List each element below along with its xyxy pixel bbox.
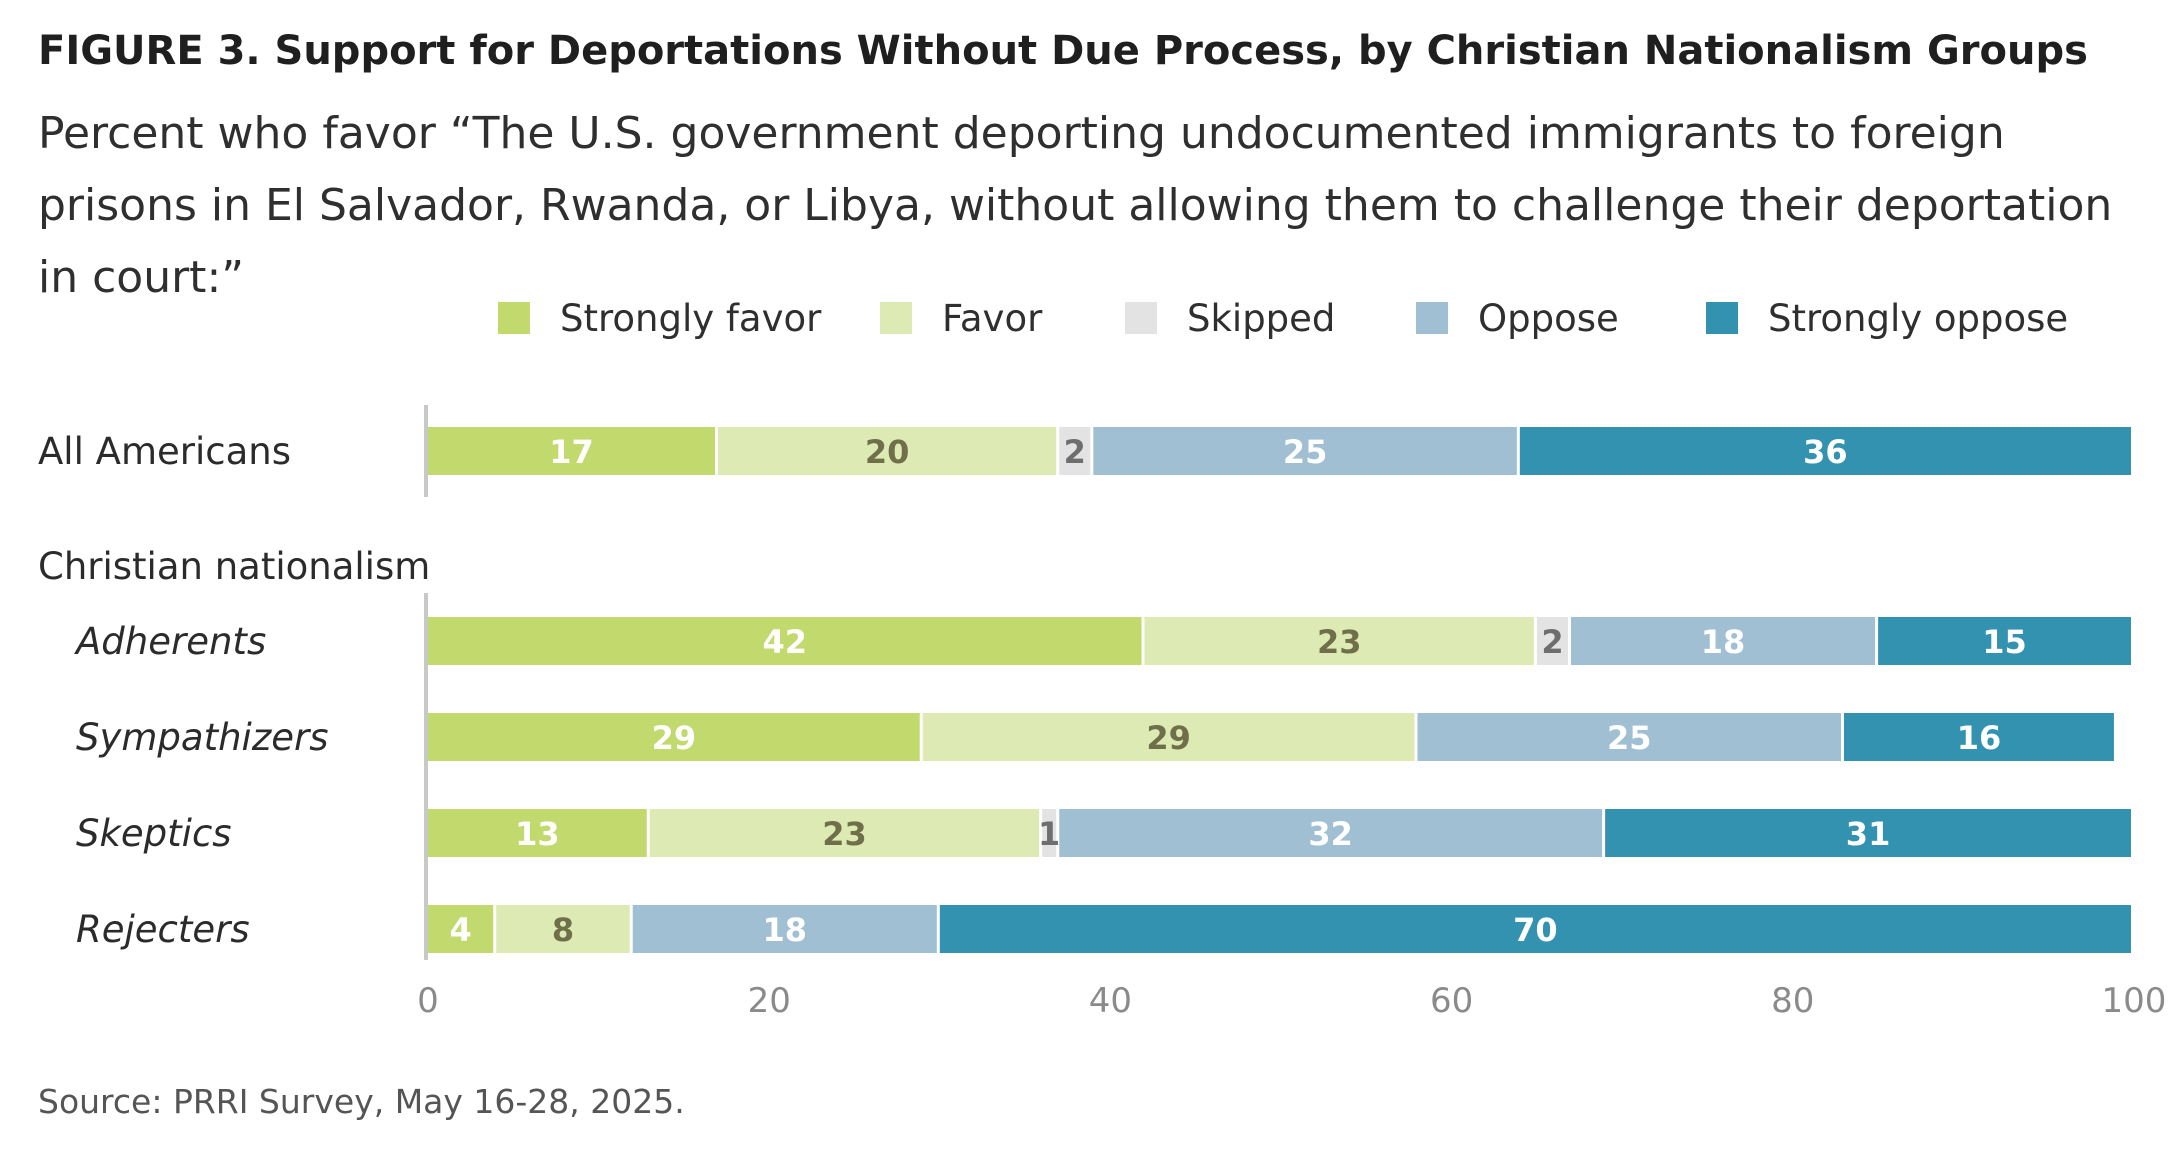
data-label-adherents-oppose: 18 <box>1701 623 1746 661</box>
data-label-rejecters-strongly-favor: 4 <box>449 911 471 949</box>
x-tick-label-0: 0 <box>417 981 439 1021</box>
bar-skeptics-oppose <box>1059 809 1603 857</box>
data-label-sympathizers-oppose: 25 <box>1607 719 1652 757</box>
bar-sympathizers-oppose <box>1417 713 1841 761</box>
data-label-adherents-favor: 23 <box>1317 623 1362 661</box>
data-label-skeptics-favor: 23 <box>822 815 867 853</box>
legend-swatch-oppose <box>1416 302 1448 334</box>
data-label-all-americans-oppose: 25 <box>1283 433 1328 471</box>
data-label-all-americans-favor: 20 <box>865 433 910 471</box>
data-label-all-americans-skipped: 2 <box>1064 433 1086 471</box>
data-label-adherents-skipped: 2 <box>1541 623 1563 661</box>
bar-adherents-favor <box>1144 617 1534 665</box>
source-note: Source: PRRI Survey, May 16-28, 2025. <box>38 1082 685 1121</box>
data-label-adherents-strongly-favor: 42 <box>762 623 807 661</box>
category-label-all-americans: All Americans <box>38 430 291 473</box>
bar-rejecters-strongly-oppose <box>939 905 2131 953</box>
category-label-adherents: Adherents <box>74 620 266 663</box>
legend-swatch-strongly-oppose <box>1706 302 1738 334</box>
bar-adherents-strongly-favor <box>428 617 1142 665</box>
bar-sympathizers-strongly-oppose <box>1843 713 2114 761</box>
data-label-sympathizers-strongly-favor: 29 <box>652 719 697 757</box>
data-label-skeptics-oppose: 32 <box>1308 815 1353 853</box>
bar-skeptics-favor <box>649 809 1040 857</box>
bar-adherents-skipped <box>1536 617 1569 665</box>
data-label-sympathizers-strongly-oppose: 16 <box>1957 719 2002 757</box>
bar-rejecters-oppose <box>632 905 937 953</box>
x-tick-label-100: 100 <box>2102 981 2167 1021</box>
bar-all-americans-strongly-favor <box>428 427 716 475</box>
bar-adherents-strongly-oppose <box>1878 617 2131 665</box>
data-label-adherents-strongly-oppose: 15 <box>1982 623 2027 661</box>
x-tick-label-40: 40 <box>1089 981 1132 1021</box>
legend-swatch-favor <box>880 302 912 334</box>
bar-sympathizers-strongly-favor <box>428 713 920 761</box>
data-label-skeptics-strongly-favor: 13 <box>515 815 560 853</box>
legend-label-strongly-favor: Strongly favor <box>560 297 822 340</box>
data-label-rejecters-favor: 8 <box>552 911 574 949</box>
data-label-all-americans-strongly-favor: 17 <box>549 433 594 471</box>
data-label-rejecters-oppose: 18 <box>762 911 807 949</box>
data-label-rejecters-strongly-oppose: 70 <box>1513 911 1558 949</box>
bar-all-americans-strongly-oppose <box>1519 427 2131 475</box>
bar-skeptics-skipped <box>1042 809 1057 857</box>
bar-skeptics-strongly-favor <box>428 809 647 857</box>
bar-rejecters-favor <box>496 905 630 953</box>
x-tick-label-20: 20 <box>748 981 791 1021</box>
bar-rejecters-strongly-favor <box>428 905 494 953</box>
category-label-skeptics: Skeptics <box>76 812 232 855</box>
x-tick-label-80: 80 <box>1771 981 1814 1021</box>
chart-subtitle: Percent who favor “The U.S. government d… <box>38 108 2113 303</box>
group-label-christian-nationalism: Christian nationalism <box>38 545 430 588</box>
legend-swatch-skipped <box>1125 302 1157 334</box>
category-label-sympathizers: Sympathizers <box>76 716 329 759</box>
bar-sympathizers-favor <box>922 713 1415 761</box>
data-label-skeptics-strongly-oppose: 31 <box>1846 815 1891 853</box>
legend-label-favor: Favor <box>942 297 1043 340</box>
legend-label-skipped: Skipped <box>1187 297 1335 340</box>
bar-all-americans-favor <box>718 427 1057 475</box>
legend-swatch-strongly-favor <box>498 302 530 334</box>
bar-skeptics-strongly-oppose <box>1605 809 2131 857</box>
legend-label-oppose: Oppose <box>1478 297 1619 340</box>
legend-label-strongly-oppose: Strongly oppose <box>1768 297 2068 340</box>
category-label-rejecters: Rejecters <box>76 908 250 951</box>
bar-adherents-oppose <box>1571 617 1876 665</box>
bar-all-americans-oppose <box>1093 427 1517 475</box>
x-tick-label-60: 60 <box>1430 981 1473 1021</box>
data-label-skeptics-skipped: 1 <box>1038 815 1060 853</box>
bar-all-americans-skipped <box>1059 427 1091 475</box>
chart-title: FIGURE 3. Support for Deportations Witho… <box>38 28 2088 74</box>
data-label-all-americans-strongly-oppose: 36 <box>1803 433 1848 471</box>
data-label-sympathizers-favor: 29 <box>1146 719 1191 757</box>
